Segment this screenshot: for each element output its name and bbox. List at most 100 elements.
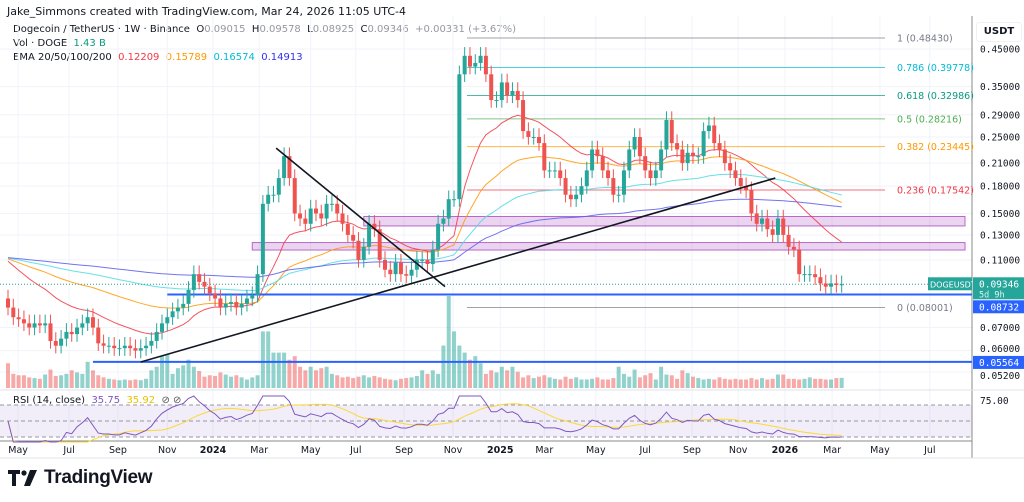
volume-bar: [303, 370, 308, 388]
currency-label[interactable]: USDT: [976, 22, 1022, 42]
candle: [770, 229, 775, 235]
volume-bar: [128, 380, 133, 388]
volume-bar: [319, 368, 324, 388]
volume-bar: [664, 374, 669, 388]
price-tick-label: 0.06000: [980, 344, 1020, 355]
candle: [43, 323, 48, 326]
rsi-legend[interactable]: RSI (14, close) 35.75 35.92 ⊘ ⊘: [13, 395, 181, 406]
candle: [760, 218, 765, 224]
candle: [579, 186, 584, 195]
candle: [90, 317, 95, 328]
volume-bar: [510, 366, 515, 388]
volume-bar: [154, 366, 159, 388]
candle: [229, 302, 234, 304]
candle: [738, 178, 743, 187]
price-tick-label: 0.45000: [980, 45, 1020, 56]
volume-bar: [637, 377, 642, 388]
volume-bar: [791, 378, 796, 388]
volume-legend[interactable]: Vol · DOGE 1.43 B: [13, 38, 106, 49]
volume-bar: [239, 377, 244, 388]
volume-bar: [770, 378, 775, 388]
volume-bar: [760, 378, 765, 388]
candle: [797, 249, 802, 275]
volume-bar: [452, 331, 457, 388]
volume-bar: [223, 374, 228, 388]
candle: [537, 136, 541, 144]
volume-bar: [144, 378, 149, 388]
volume-bar: [467, 359, 472, 388]
volume-bar: [372, 375, 377, 388]
candle: [351, 234, 356, 241]
volume-bar: [213, 375, 218, 388]
candle: [69, 331, 74, 335]
volume-bar: [37, 378, 42, 388]
ema20-value: 0.12209: [118, 52, 160, 63]
candle: [112, 345, 117, 349]
candle: [53, 340, 58, 346]
candle: [383, 259, 388, 270]
volume-bar: [643, 375, 648, 388]
candle: [96, 327, 101, 344]
ema-label: EMA 20/50/100/200: [13, 52, 112, 63]
candle: [595, 149, 600, 157]
change-value: +0.00331 (+3.67%): [415, 24, 517, 35]
candle: [409, 269, 414, 276]
candle: [260, 203, 265, 275]
candle: [75, 327, 80, 335]
candle: [675, 143, 680, 150]
volume-bar: [425, 373, 430, 388]
time-tick-label: May: [586, 445, 606, 456]
volume-bar: [133, 379, 138, 388]
volume-bar: [138, 380, 143, 388]
volume-bar: [96, 375, 101, 388]
candle: [181, 303, 186, 308]
volume-bar: [287, 359, 292, 388]
candle: [813, 274, 818, 278]
candle: [706, 125, 711, 132]
time-tick-label: Jul: [923, 445, 935, 456]
volume-bar: [340, 377, 345, 388]
volume-bar: [404, 378, 409, 388]
candle: [345, 223, 350, 235]
volume-bar: [165, 354, 170, 388]
candle: [324, 203, 329, 219]
candle: [829, 283, 834, 287]
volume-bar: [505, 370, 510, 388]
candle: [340, 213, 345, 224]
symbol-legend[interactable]: Dogecoin / TetherUS · 1W · Binance O0.09…: [13, 24, 516, 35]
candle: [643, 156, 648, 171]
candle: [319, 213, 324, 219]
line-price-label: 0.05564: [979, 358, 1019, 369]
tradingview-brand: TradingView: [44, 467, 153, 488]
tradingview-logo[interactable]: TradingView: [8, 467, 153, 489]
candle: [818, 277, 823, 284]
volume-bar: [558, 379, 563, 388]
countdown-label: 5d 9h: [979, 290, 1005, 300]
volume-bar: [377, 377, 382, 388]
volume-bar: [722, 378, 727, 388]
volume-bar: [234, 375, 239, 388]
volume-bar: [11, 373, 16, 388]
volume-bar: [680, 370, 685, 388]
volume-bar: [388, 379, 393, 388]
time-tick-label: May: [301, 445, 321, 456]
candle: [786, 234, 791, 247]
time-tick-label: Mar: [535, 445, 553, 456]
candle: [276, 178, 281, 195]
volume-bar: [728, 379, 733, 388]
volume-bar: [335, 375, 340, 388]
ema50-value: 0.15789: [165, 52, 208, 63]
candle: [462, 55, 467, 75]
line-price-box: [973, 300, 1024, 314]
volume-bar: [181, 365, 186, 388]
volume-bar: [595, 377, 600, 388]
volume-bar: [531, 378, 536, 388]
price-chart[interactable]: 1 (0.48430) 0.786 (0.39778) 0.618 (0.32986…: [0, 0, 1024, 462]
candle: [165, 317, 170, 324]
ema-legend[interactable]: EMA 20/50/100/200 0.12209 0.15789 0.1657…: [13, 52, 303, 63]
candle: [223, 303, 228, 308]
candle: [632, 136, 637, 150]
candle: [191, 274, 196, 290]
candle: [765, 218, 770, 230]
volume-bar: [765, 379, 770, 388]
